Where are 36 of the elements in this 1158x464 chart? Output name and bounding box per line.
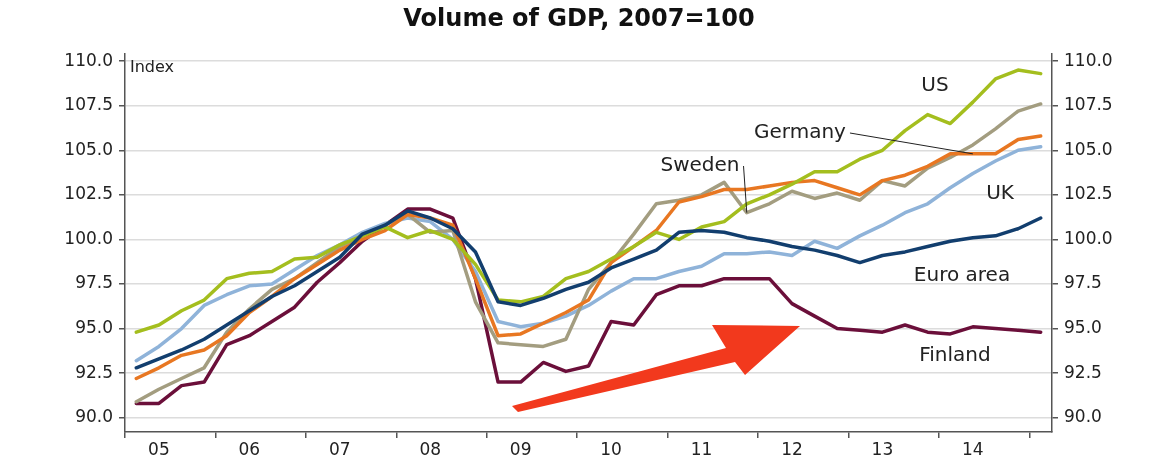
x-tick-label: 09 xyxy=(509,438,532,459)
y-axis-title: Index xyxy=(130,57,175,77)
y-tick-label: 107.5 xyxy=(64,94,113,115)
series-label: Euro area xyxy=(913,262,1011,287)
y2-tick-label: 110.0 xyxy=(1064,49,1113,70)
y2-tick-label: 102.5 xyxy=(1064,183,1113,204)
x-tick-label: 10 xyxy=(600,438,622,459)
text: Germany xyxy=(754,119,847,144)
chart-title: Volume of GDP, 2007=100 xyxy=(402,4,756,32)
x-tick-label: 05 xyxy=(148,438,170,459)
y-tick-label: 95.0 xyxy=(75,317,113,338)
x-tick-label: 11 xyxy=(690,438,713,459)
y-tick-label: 92.5 xyxy=(75,361,113,382)
x-tick-label: 12 xyxy=(781,438,803,459)
y2-tick-label: 95.0 xyxy=(1064,317,1102,338)
y-tick-label: 97.5 xyxy=(75,272,113,293)
y2-tick-label: 105.0 xyxy=(1064,138,1113,159)
series-label: Sweden xyxy=(660,152,740,177)
series-label: US xyxy=(921,72,949,97)
x-tick-label: 07 xyxy=(328,438,351,459)
y-tick-label: 100.0 xyxy=(64,227,113,248)
y2-tick-label: 107.5 xyxy=(1064,94,1113,115)
y-tick-label: 110.0 xyxy=(64,49,113,70)
y2-tick-label: 97.5 xyxy=(1064,272,1102,293)
y2-tick-label: 92.5 xyxy=(1064,361,1102,382)
y-tick-label: 90.0 xyxy=(75,406,113,427)
series-label: UK xyxy=(986,180,1015,205)
x-tick-label: 14 xyxy=(962,438,984,459)
series-label: Finland xyxy=(919,342,991,367)
x-tick-label: 08 xyxy=(419,438,442,459)
y2-tick-label: 90.0 xyxy=(1064,406,1102,427)
y2-tick-label: 100.0 xyxy=(1064,227,1113,248)
x-tick-label: 06 xyxy=(238,438,261,459)
x-tick-label: 13 xyxy=(871,438,894,459)
y-tick-label: 102.5 xyxy=(64,183,113,204)
y-tick-label: 105.0 xyxy=(64,138,113,159)
